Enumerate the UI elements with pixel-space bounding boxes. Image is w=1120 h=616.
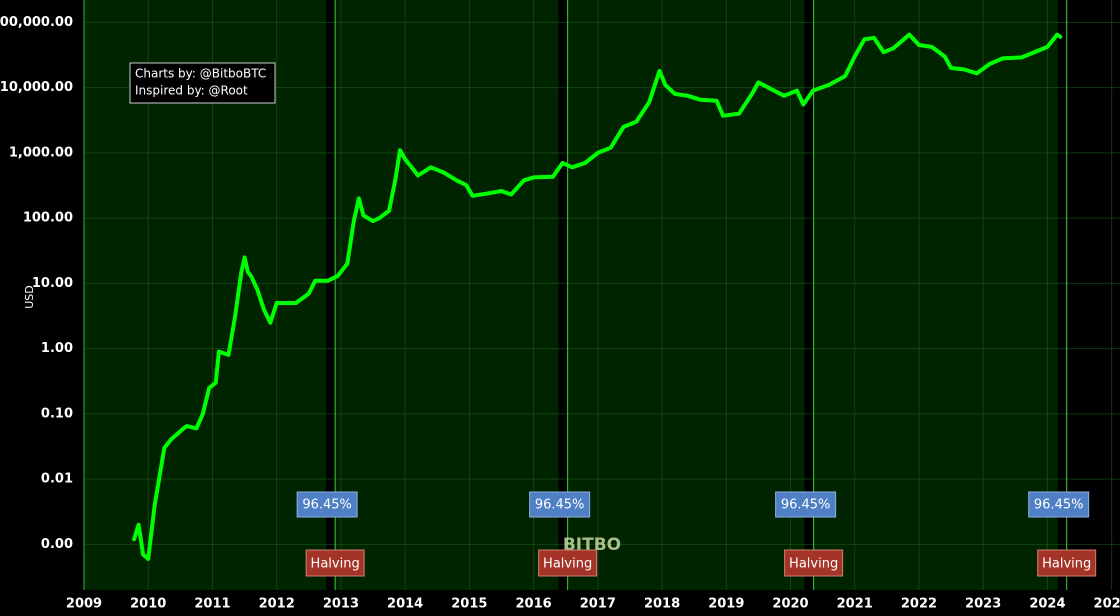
pre-halving-band	[558, 0, 568, 590]
x-tick-label: 2014	[387, 597, 423, 612]
y-tick-label: 10.00	[32, 276, 73, 291]
pre-halving-band	[804, 0, 814, 590]
x-tick-label: 2013	[323, 597, 359, 612]
halving-box	[305, 549, 365, 577]
x-tick-label: 2016	[516, 597, 552, 612]
annotation-box	[129, 62, 276, 104]
pre-halving-band	[326, 0, 336, 590]
y-tick-label: 100,000.00	[0, 15, 73, 30]
x-tick-label: 2024	[1029, 597, 1065, 612]
change-box	[1028, 491, 1090, 518]
halving-label: Halving	[311, 557, 360, 572]
change-box	[529, 491, 591, 518]
price-line	[132, 32, 1063, 561]
x-tick-label: 2021	[837, 597, 873, 612]
change-label: 96.45%	[302, 498, 352, 513]
y-tick-label: 1,000.00	[9, 145, 73, 160]
x-tick-label: 2011	[194, 597, 230, 612]
y-tick-label: 100.00	[23, 211, 73, 226]
x-tick-label: 2018	[644, 597, 680, 612]
x-tick-label: 2015	[451, 597, 487, 612]
y-tick-label: 10,000.00	[0, 80, 73, 95]
change-label: 96.45%	[781, 498, 831, 513]
change-box	[775, 491, 837, 518]
x-tick-label: 2020	[772, 597, 808, 612]
x-tick-label: 2023	[965, 597, 1001, 612]
halving-label: Halving	[543, 557, 592, 572]
y-tick-label: 1.00	[41, 341, 73, 356]
y-tick-label: 0.01	[41, 472, 73, 487]
halving-box	[538, 549, 598, 577]
halving-box	[784, 549, 844, 577]
halving-label: Halving	[789, 557, 838, 572]
grid	[83, 0, 1120, 590]
halving-box	[1037, 549, 1097, 577]
change-label: 96.45%	[1034, 498, 1084, 513]
x-tick-label: 2025	[1094, 597, 1120, 612]
y-axis-label: USD	[23, 285, 36, 309]
y-tick-label: 0.00	[41, 537, 73, 552]
x-tick-label: 2012	[259, 597, 295, 612]
x-tick-label: 2009	[66, 597, 102, 612]
annotation: Charts by: @BitboBTC	[135, 67, 266, 81]
halving-label: Halving	[1042, 557, 1091, 572]
change-label: 96.45%	[535, 498, 585, 513]
x-tick-label: 2019	[708, 597, 744, 612]
x-tick-label: 2017	[580, 597, 616, 612]
pre-halving-band	[1057, 0, 1067, 590]
x-tick-label: 2022	[901, 597, 937, 612]
y-tick-label: 0.10	[41, 406, 73, 421]
annotation: Inspired by: @Root	[135, 84, 248, 98]
x-tick-label: 2010	[130, 597, 166, 612]
change-box	[296, 491, 358, 518]
